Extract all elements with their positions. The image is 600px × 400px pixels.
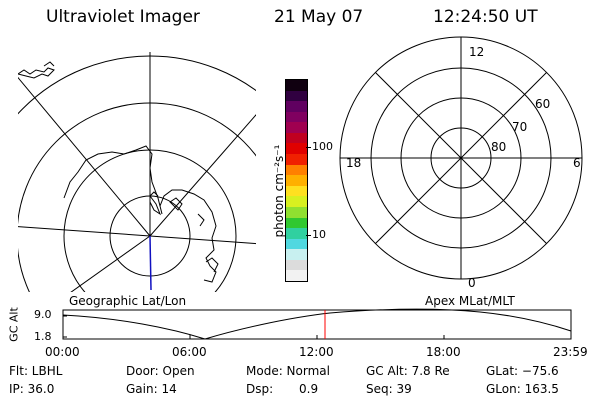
colorbar-segment (286, 228, 307, 239)
colorbar (285, 79, 308, 282)
colorbar-segment (286, 122, 307, 133)
time-label: 12:24:50 UT (433, 7, 538, 27)
colorbar-segment (286, 143, 307, 155)
coastline (149, 191, 159, 197)
timeline-ytick-label-9: 9.0 (34, 308, 52, 321)
timeline-xtick-label: 12:00 (299, 345, 334, 359)
colorbar-segment (286, 90, 307, 102)
door-info: Door: Open (126, 364, 195, 378)
colorbar-segment (286, 175, 307, 186)
track-line (149, 235, 152, 291)
colorbar-segment (286, 238, 307, 250)
coastline (149, 194, 162, 216)
mlt-label-18: 18 (346, 156, 362, 170)
colorbar-segment (286, 154, 307, 165)
mlt-label-0: 0 (468, 276, 476, 290)
lon-line (70, 235, 151, 292)
seq-info: Seq: 39 (366, 382, 412, 396)
coastline (197, 213, 205, 227)
filter-info: Flt: LBHL (9, 364, 63, 378)
timeline-xtick-label: 23:59 (553, 345, 588, 359)
mlt-label-6: 6 (573, 156, 581, 170)
colorbar-tick-label-100: 100 (312, 140, 333, 153)
colorbar-segment (286, 259, 307, 271)
lon-line (18, 76, 151, 237)
timeline-ytick-label-1: 1.8 (34, 330, 52, 343)
colorbar-tick-label-10: 10 (312, 228, 326, 241)
mlt-line (374, 71, 548, 245)
dsp-info-value: 0.9 (299, 382, 319, 396)
colorbar-segment (286, 111, 307, 123)
glon-info: GLon: 163.5 (486, 382, 559, 396)
coastline (169, 197, 183, 211)
colorbar-segment (286, 196, 307, 207)
ip-info: IP: 36.0 (9, 382, 55, 396)
mlat-label-70: 70 (512, 120, 528, 134)
colorbar-segment (286, 164, 307, 176)
colorbar-segment (286, 217, 307, 229)
colorbar-segment (286, 80, 307, 91)
colorbar-segment (286, 270, 307, 281)
timeline-xtick-label: 06:00 (172, 345, 207, 359)
colorbar-tick (306, 235, 311, 236)
colorbar-tick (306, 147, 311, 148)
colorbar-segment (286, 132, 307, 144)
mlt-label-12: 12 (469, 45, 485, 59)
dsp-info-label: Dsp: (246, 382, 274, 396)
coastline (43, 61, 55, 67)
instrument-title: Ultraviolet Imager (46, 7, 200, 27)
coastline (18, 67, 55, 79)
glat-info: GLat: −75.6 (486, 364, 559, 378)
colorbar-segment (286, 249, 307, 260)
right-panel-caption: Apex MLat/MLT (425, 294, 515, 308)
gc-alt-info: GC Alt: 7.8 Re (366, 364, 450, 378)
colorbar-segment (286, 101, 307, 112)
coastline (205, 257, 219, 273)
timeline-xtick-label: 00:00 (45, 345, 80, 359)
lon-line (149, 114, 256, 237)
lon-line (18, 226, 151, 237)
left-panel-caption: Geographic Lat/Lon (69, 294, 187, 308)
mlat-label-80: 80 (491, 140, 507, 154)
orbit-altitude-curve (62, 308, 572, 340)
coastline (63, 145, 217, 283)
mode-info: Mode: Normal (246, 364, 330, 378)
gain-info: Gain: 14 (126, 382, 177, 396)
date-label: 21 May 07 (274, 7, 364, 27)
timeline-xtick-label: 18:00 (426, 345, 461, 359)
timeline-y-axis-label: GC Alt (7, 307, 21, 342)
colorbar-segment (286, 185, 307, 197)
mlat-label-60: 60 (535, 97, 551, 111)
lon-line (149, 235, 256, 245)
colorbar-segment (286, 206, 307, 218)
